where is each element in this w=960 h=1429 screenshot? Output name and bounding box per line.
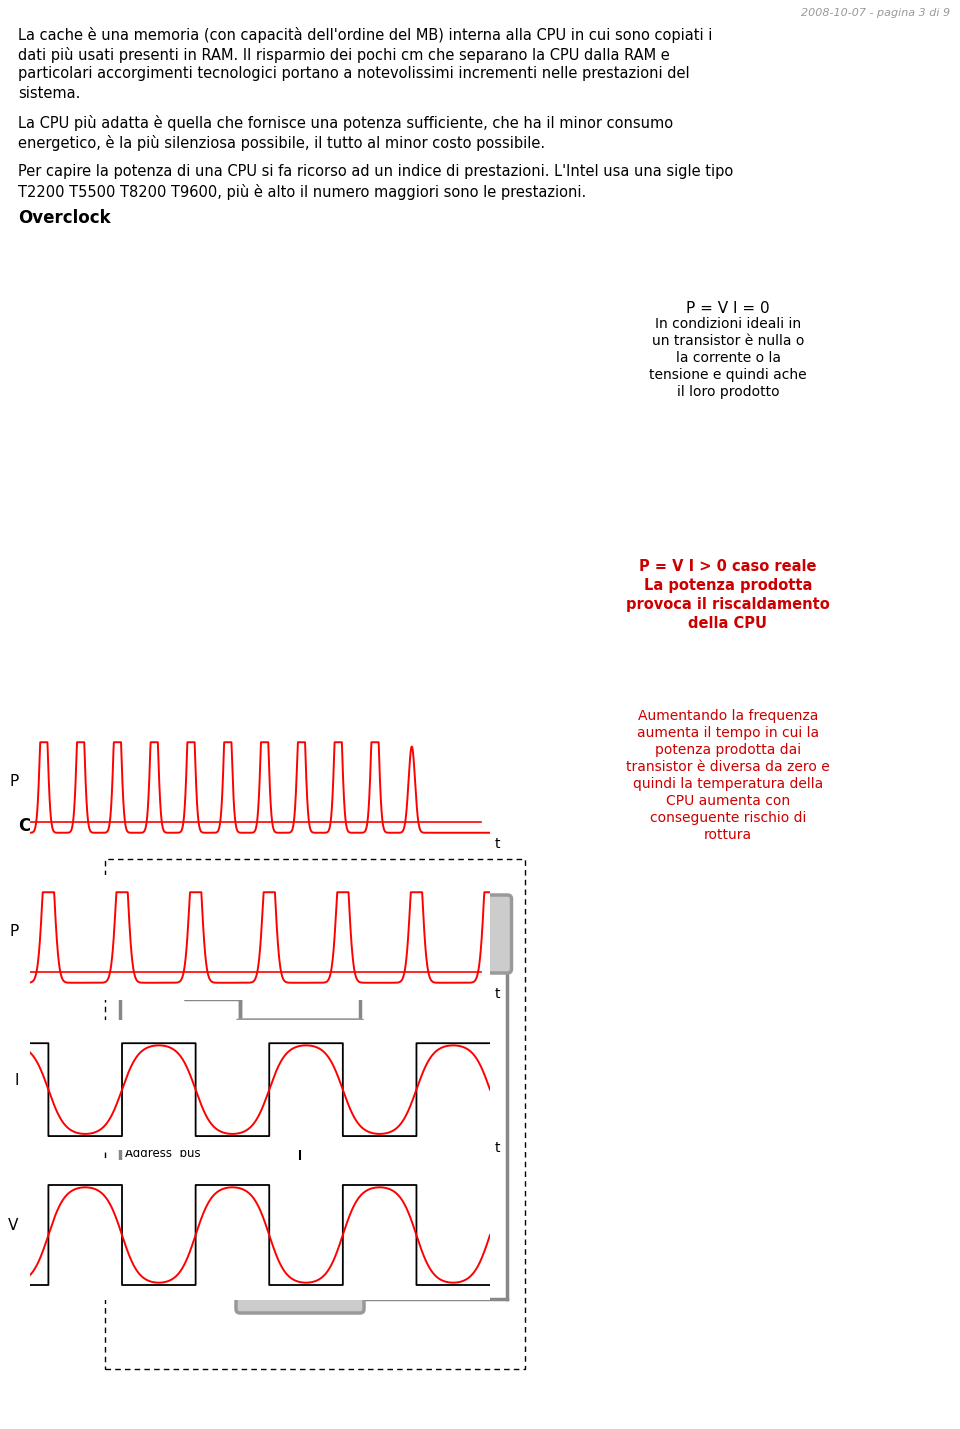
- Text: T2200 T5500 T8200 T9600, più è alto il numero maggiori sono le prestazioni.: T2200 T5500 T8200 T9600, più è alto il n…: [18, 183, 587, 200]
- Text: Aumentando la frequenza: Aumentando la frequenza: [637, 709, 818, 723]
- FancyBboxPatch shape: [236, 1235, 364, 1313]
- Text: t: t: [494, 987, 500, 1002]
- Text: un transistor è nulla o: un transistor è nulla o: [652, 334, 804, 349]
- Text: rottura: rottura: [704, 827, 752, 842]
- Text: La cache è una memoria (con capacità dell'ordine del MB) interna alla CPU in cui: La cache è una memoria (con capacità del…: [18, 27, 712, 43]
- Text: Data bus: Data bus: [300, 917, 353, 930]
- Text: conseguente rischio di: conseguente rischio di: [650, 812, 806, 825]
- Text: P: P: [10, 923, 18, 939]
- Text: La CPU più adatta è quella che fornisce una potenza sufficiente, che ha il minor: La CPU più adatta è quella che fornisce …: [18, 114, 673, 131]
- Text: tensione e quindi ache: tensione e quindi ache: [649, 369, 806, 382]
- Text: Cache
dati: Cache dati: [277, 1043, 323, 1075]
- Text: provoca il riscaldamento: provoca il riscaldamento: [626, 597, 829, 612]
- Text: il loro prodotto: il loro prodotto: [677, 384, 780, 399]
- Text: transistor è diversa da zero e: transistor è diversa da zero e: [626, 760, 829, 775]
- Text: In condizioni ideali in: In condizioni ideali in: [655, 317, 801, 332]
- Text: dati più usati presenti in RAM. Il risparmio dei pochi cm che separano la CPU da: dati più usati presenti in RAM. Il rispa…: [18, 47, 670, 63]
- Text: particolari accorgimenti tecnologici portano a notevolissimi incrementi nelle pr: particolari accorgimenti tecnologici por…: [18, 66, 689, 81]
- Text: t: t: [494, 837, 500, 852]
- Text: RAM: RAM: [439, 926, 471, 942]
- FancyBboxPatch shape: [236, 1020, 364, 1097]
- Text: I: I: [14, 1073, 18, 1087]
- Text: sistema.: sistema.: [18, 86, 81, 100]
- Text: Address  bus: Address bus: [125, 1147, 201, 1160]
- Text: Cache: Cache: [18, 817, 74, 835]
- FancyBboxPatch shape: [116, 895, 254, 973]
- FancyBboxPatch shape: [398, 895, 512, 973]
- Text: quindi la temperatura della: quindi la temperatura della: [633, 777, 823, 792]
- Text: della CPU: della CPU: [688, 616, 767, 632]
- Text: Cache
indirizzi: Cache indirizzi: [272, 1258, 328, 1290]
- Text: P = V I = 0: P = V I = 0: [686, 302, 770, 316]
- Text: potenza prodotta dai: potenza prodotta dai: [655, 743, 801, 757]
- Text: V: V: [8, 1218, 18, 1232]
- Text: CPU: CPU: [169, 926, 201, 942]
- Text: Overclock: Overclock: [18, 209, 110, 227]
- Text: energetico, è la più silenziosa possibile, il tutto al minor costo possibile.: energetico, è la più silenziosa possibil…: [18, 134, 545, 150]
- Text: P = V I > 0 caso reale: P = V I > 0 caso reale: [639, 559, 817, 574]
- Text: P: P: [10, 773, 18, 789]
- Text: aumenta il tempo in cui la: aumenta il tempo in cui la: [636, 726, 819, 740]
- Text: CPU aumenta con: CPU aumenta con: [666, 795, 790, 807]
- Text: 2008-10-07 - pagina 3 di 9: 2008-10-07 - pagina 3 di 9: [801, 9, 950, 19]
- Text: Per capire la potenza di una CPU si fa ricorso ad un indice di prestazioni. L'In: Per capire la potenza di una CPU si fa r…: [18, 164, 733, 179]
- Text: la corrente o la: la corrente o la: [676, 352, 780, 364]
- Bar: [105, 859, 525, 1369]
- Text: La potenza prodotta: La potenza prodotta: [644, 577, 812, 593]
- Text: t: t: [494, 1140, 500, 1155]
